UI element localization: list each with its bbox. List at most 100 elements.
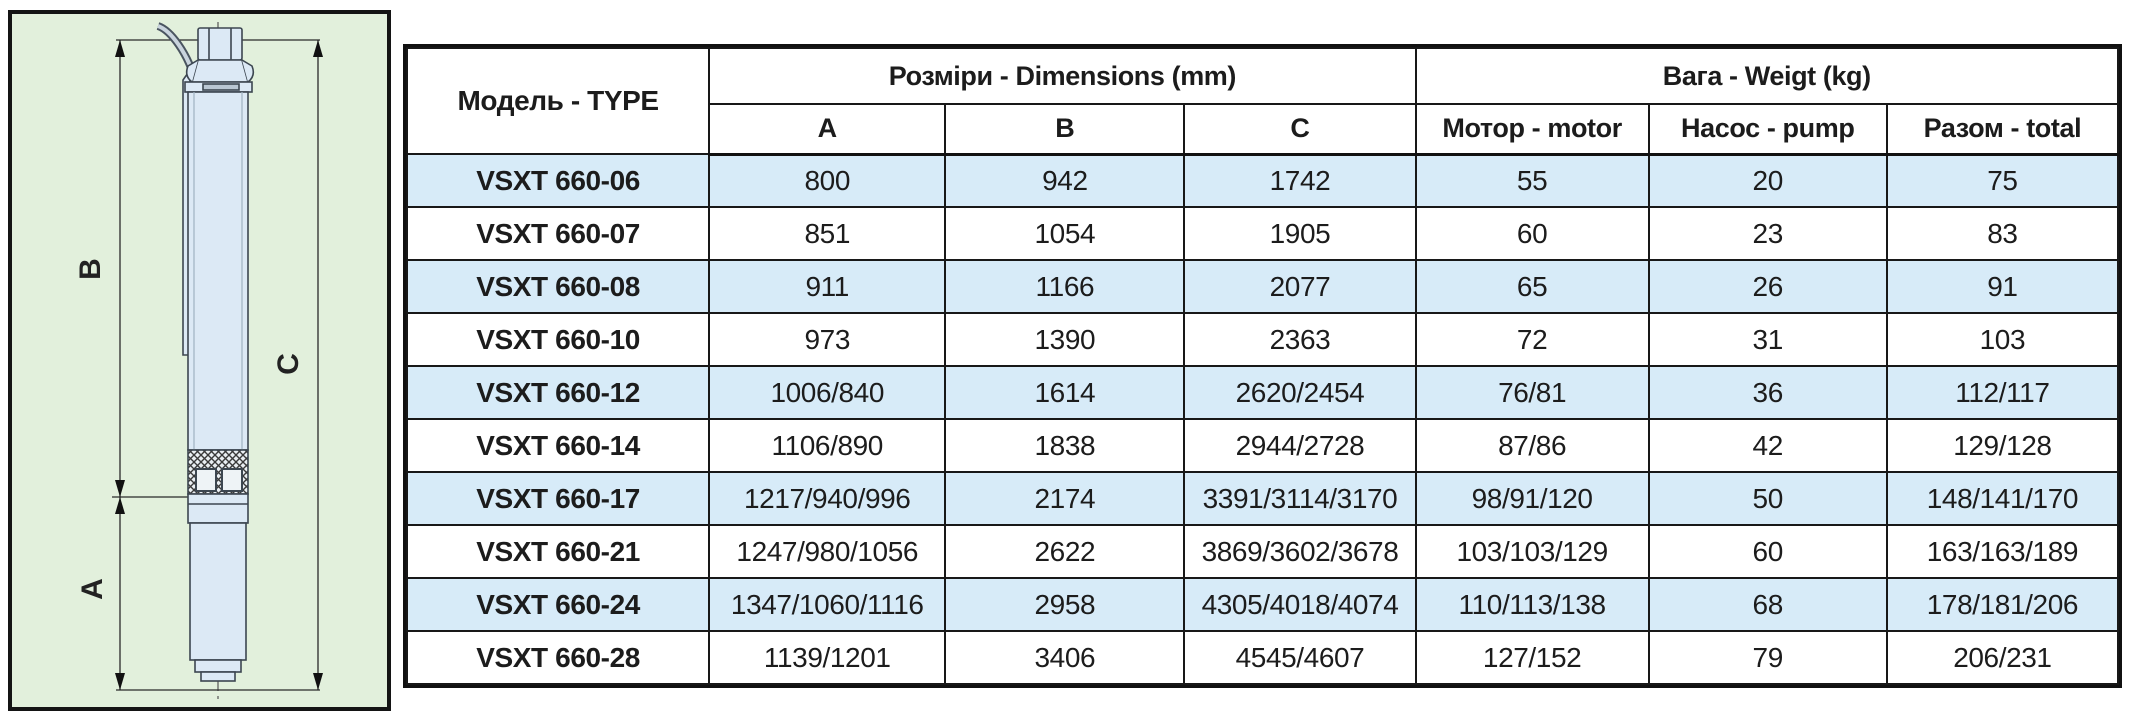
- cell-pump: 23: [1647, 206, 1888, 261]
- table-row: VSXT 660-28 1139/1201 3406 4545/4607 127/152…: [405, 630, 2120, 685]
- header-col-b: B: [944, 103, 1186, 156]
- cell-b: 2622: [944, 524, 1186, 579]
- cell-motor: 98/91/120: [1414, 471, 1650, 526]
- cell-motor: 127/152: [1414, 630, 1650, 685]
- cell-motor: 103/103/129: [1414, 524, 1650, 579]
- cell-motor: 55: [1414, 153, 1650, 208]
- cell-model: VSXT 660-14: [405, 418, 711, 473]
- header-total: Разом - total: [1885, 103, 2120, 156]
- header-motor: Мотор - motor: [1414, 103, 1650, 156]
- table-row: VSXT 660-12 1006/840 1614 2620/2454 76/81 36 1…: [405, 365, 2120, 420]
- table-row: VSXT 660-17 1217/940/996 2174 3391/3114/317…: [405, 471, 2120, 526]
- cell-b: 1838: [944, 418, 1186, 473]
- pump-illustration: [156, 22, 255, 682]
- cell-b: 2174: [944, 471, 1186, 526]
- cell-model: VSXT 660-12: [405, 365, 711, 420]
- cell-model: VSXT 660-07: [405, 206, 711, 261]
- cell-b: 1390: [944, 312, 1186, 367]
- dimension-line-b: [115, 40, 125, 497]
- cell-motor: 76/81: [1414, 365, 1650, 420]
- table-row: VSXT 660-06 800 942 1742 55 20 75: [405, 153, 2120, 208]
- cell-total: 91: [1885, 259, 2120, 314]
- cell-c: 2077: [1183, 259, 1417, 314]
- header-group-row: Модель - TYPE Розміри - Dimensions (mm) …: [405, 47, 2120, 155]
- cell-motor: 65: [1414, 259, 1650, 314]
- cell-model: VSXT 660-08: [405, 259, 711, 314]
- cell-c: 1742: [1183, 153, 1417, 208]
- cell-total: 129/128: [1885, 418, 2120, 473]
- table-row: VSXT 660-07 851 1054 1905 60 23 83: [405, 206, 2120, 261]
- dim-label-a: A: [76, 578, 109, 600]
- cell-c: 4305/4018/4074: [1183, 577, 1417, 632]
- cell-b: 1054: [944, 206, 1186, 261]
- header-col-a: A: [708, 103, 947, 156]
- cell-a: 1217/940/996: [708, 471, 947, 526]
- cell-pump: 26: [1647, 259, 1888, 314]
- cell-b: 1614: [944, 365, 1186, 420]
- cell-model: VSXT 660-21: [405, 524, 711, 579]
- cell-total: 148/141/170: [1885, 471, 2120, 526]
- dim-label-c: C: [272, 353, 305, 375]
- spec-table-wrap: Модель - TYPE Розміри - Dimensions (mm) …: [403, 44, 2122, 688]
- pump-diagram-panel: B A C: [8, 10, 391, 711]
- cell-b: 3406: [944, 630, 1186, 685]
- table-row: VSXT 660-14 1106/890 1838 2944/2728 87/86 42 1…: [405, 418, 2120, 473]
- dim-label-b: B: [74, 258, 107, 280]
- cell-a: 911: [708, 259, 947, 314]
- cell-a: 1139/1201: [708, 630, 947, 685]
- cell-c: 4545/4607: [1183, 630, 1417, 685]
- cell-c: 2620/2454: [1183, 365, 1417, 420]
- header-col-c: C: [1183, 103, 1417, 156]
- cell-model: VSXT 660-28: [405, 630, 711, 685]
- header-dimensions-group: Розміри - Dimensions (mm): [708, 47, 1417, 105]
- cell-pump: 68: [1647, 577, 1888, 632]
- cell-b: 2958: [944, 577, 1186, 632]
- cell-pump: 60: [1647, 524, 1888, 579]
- cell-total: 163/163/189: [1885, 524, 2120, 579]
- header-model: Модель - TYPE: [405, 47, 711, 155]
- cell-a: 1006/840: [708, 365, 947, 420]
- cell-pump: 36: [1647, 365, 1888, 420]
- cell-a: 1247/980/1056: [708, 524, 947, 579]
- table-row: VSXT 660-08 911 1166 2077 65 26 91: [405, 259, 2120, 314]
- cell-c: 1905: [1183, 206, 1417, 261]
- cell-a: 1347/1060/1116: [708, 577, 947, 632]
- pump-diagram: B A C: [74, 22, 323, 700]
- cell-motor: 87/86: [1414, 418, 1650, 473]
- cell-a: 851: [708, 206, 947, 261]
- cell-model: VSXT 660-17: [405, 471, 711, 526]
- cell-total: 103: [1885, 312, 2120, 367]
- cell-a: 1106/890: [708, 418, 947, 473]
- cell-a: 973: [708, 312, 947, 367]
- cell-c: 3391/3114/3170: [1183, 471, 1417, 526]
- cell-total: 178/181/206: [1885, 577, 2120, 632]
- header-weight-group: Вага - Weigt (kg): [1414, 47, 2120, 105]
- cell-total: 206/231: [1885, 630, 2120, 685]
- cell-b: 942: [944, 153, 1186, 208]
- header-pump: Насос - pump: [1647, 103, 1888, 156]
- cell-b: 1166: [944, 259, 1186, 314]
- cell-total: 112/117: [1885, 365, 2120, 420]
- dimension-line-c: [313, 40, 323, 690]
- dimension-line-a: [115, 497, 125, 690]
- cell-total: 83: [1885, 206, 2120, 261]
- cell-model: VSXT 660-24: [405, 577, 711, 632]
- cell-c: 2944/2728: [1183, 418, 1417, 473]
- header-sub-row: A B C Мотор - motor Насос - pump Разом -…: [407, 103, 2120, 156]
- cell-pump: 31: [1647, 312, 1888, 367]
- cell-c: 2363: [1183, 312, 1417, 367]
- table-row: VSXT 660-24 1347/1060/1116 2958 4305/4018/4…: [405, 577, 2120, 632]
- cell-a: 800: [708, 153, 947, 208]
- cell-pump: 42: [1647, 418, 1888, 473]
- cell-motor: 60: [1414, 206, 1650, 261]
- cell-pump: 20: [1647, 153, 1888, 208]
- cell-motor: 110/113/138: [1414, 577, 1650, 632]
- cell-c: 3869/3602/3678: [1183, 524, 1417, 579]
- table-row: VSXT 660-10 973 1390 2363 72 31 103: [405, 312, 2120, 367]
- cell-model: VSXT 660-06: [405, 153, 711, 208]
- cell-total: 75: [1885, 153, 2120, 208]
- cell-pump: 79: [1647, 630, 1888, 685]
- table-row: VSXT 660-21 1247/980/1056 2622 3869/3602/36…: [405, 524, 2120, 579]
- spec-table: Модель - TYPE Розміри - Dimensions (mm) …: [405, 47, 2120, 685]
- cell-model: VSXT 660-10: [405, 312, 711, 367]
